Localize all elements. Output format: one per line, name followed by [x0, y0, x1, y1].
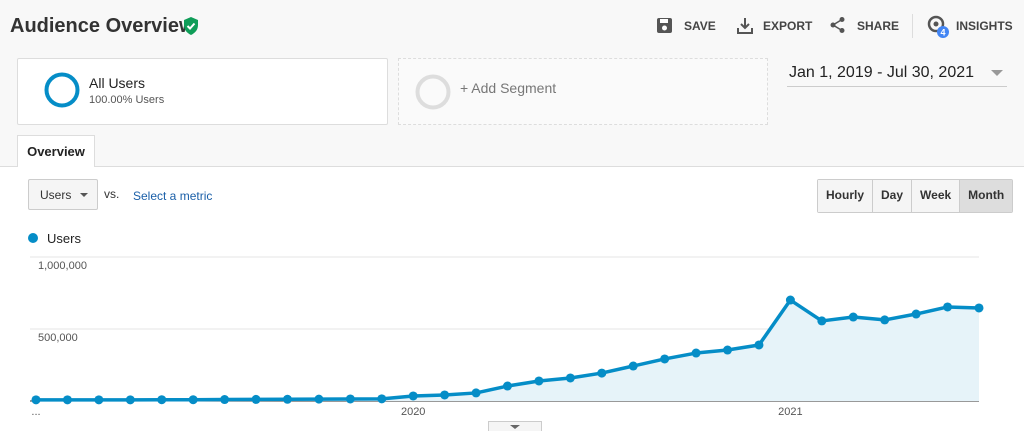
point — [817, 316, 827, 326]
add-segment-ring — [415, 74, 451, 110]
point — [628, 361, 638, 371]
point — [125, 395, 135, 405]
granularity-button[interactable]: Hourly — [818, 180, 873, 212]
verified-icon — [184, 17, 198, 35]
segment-ring — [44, 72, 80, 108]
share-button[interactable]: SHARE — [857, 19, 900, 33]
legend-label: Users — [47, 231, 81, 246]
y-tick-label: 1,000,000 — [38, 260, 87, 272]
granularity-button[interactable]: Day — [872, 180, 912, 212]
save-icon[interactable] — [656, 17, 674, 35]
point — [785, 295, 795, 305]
point — [314, 394, 324, 404]
tab[interactable]: Overview — [17, 135, 95, 167]
divider — [912, 14, 913, 38]
vs-label: vs. — [104, 187, 120, 201]
metric-label: Users — [40, 188, 72, 202]
point — [220, 395, 230, 405]
add-segment[interactable]: + Add Segment — [460, 80, 557, 96]
legend-marker — [28, 233, 38, 243]
segment-name: All Users — [89, 75, 146, 91]
point — [723, 345, 733, 355]
point — [31, 395, 41, 405]
point — [754, 340, 764, 350]
segment-detail: 100.00% Users — [89, 94, 165, 106]
point — [440, 390, 450, 400]
point — [157, 395, 167, 405]
date-underline — [787, 86, 1007, 87]
export-button[interactable]: EXPORT — [763, 19, 813, 33]
point — [503, 381, 512, 391]
date-caret[interactable] — [990, 68, 1004, 78]
point — [943, 302, 953, 312]
area — [36, 300, 979, 401]
point — [565, 373, 575, 383]
point — [880, 315, 890, 325]
granularity-group: Hourly Day Week Month — [817, 179, 1014, 213]
x-tick-label: 2021 — [778, 406, 802, 418]
insights-badge: 4 — [940, 28, 945, 38]
point — [660, 354, 670, 364]
point — [848, 312, 858, 322]
save-button[interactable]: SAVE — [684, 19, 716, 33]
share-icon[interactable] — [829, 16, 847, 34]
export-icon[interactable] — [735, 16, 755, 36]
granularity-button[interactable]: Week — [911, 180, 960, 212]
point — [408, 391, 418, 401]
point — [377, 394, 387, 404]
page-title: Audience Overview — [10, 15, 195, 37]
select-metric[interactable]: Select a metric — [133, 189, 213, 203]
y-tick-label: 500,000 — [38, 332, 78, 344]
point — [534, 376, 544, 386]
date-range[interactable]: Jan 1, 2019 - Jul 30, 2021 — [789, 64, 975, 81]
metric-dropdown[interactable]: Users — [28, 179, 98, 210]
point — [251, 394, 261, 404]
point — [471, 388, 481, 398]
x-tick-label: 2020 — [401, 406, 425, 418]
point — [94, 395, 104, 405]
point — [911, 309, 921, 319]
point — [282, 394, 292, 404]
granularity-button[interactable]: Month — [959, 180, 1013, 212]
point — [597, 368, 607, 378]
point — [974, 303, 984, 313]
add-segment-card[interactable] — [398, 58, 768, 125]
expand-tab[interactable] — [488, 421, 542, 431]
point — [62, 395, 72, 405]
insights-icon[interactable]: 4 — [926, 14, 952, 40]
point — [691, 348, 701, 358]
x-tick-label: ... — [31, 406, 40, 418]
point — [345, 394, 355, 404]
metric-caret — [80, 193, 88, 197]
insights-button[interactable]: INSIGHTS — [956, 19, 1013, 33]
point — [188, 395, 198, 405]
